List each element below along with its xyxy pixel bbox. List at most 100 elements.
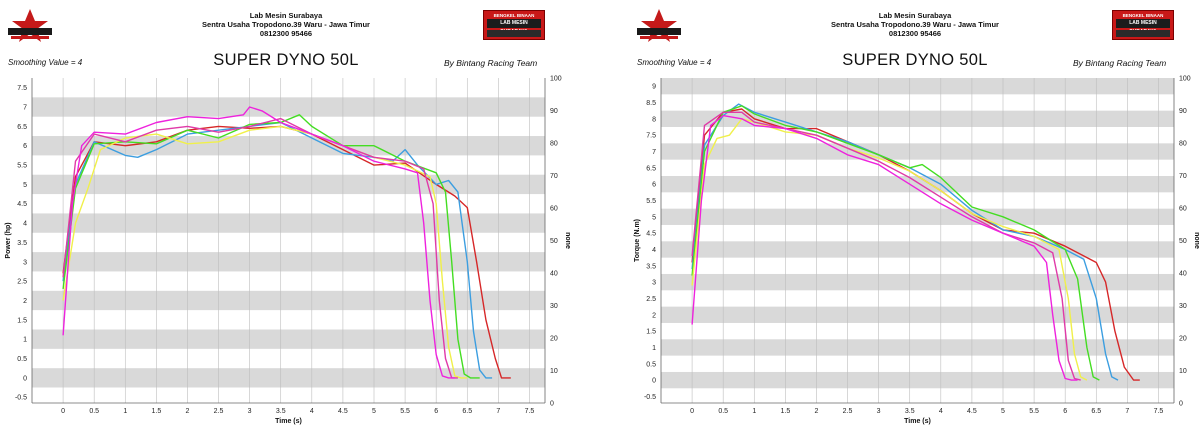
y2-tick-label: 90: [550, 108, 558, 115]
y-tick-label: -0.5: [644, 394, 656, 401]
grid-band: [661, 241, 1174, 258]
y-tick-label: 0.5: [17, 356, 27, 363]
torque-chart: 0 0.5 1 1.5 2 2.5 3 3.5 4 4.5 5 5.5 6 6.5 7 7.5 -0.5 0 0.5…: [634, 76, 1200, 426]
y-tick-label: 0: [23, 375, 27, 382]
badge-line-2: LAB MESIN SURABAYA: [487, 19, 541, 35]
x-tick-label: 0.5: [89, 408, 99, 415]
x-tick-label: 4: [310, 408, 314, 415]
y-tick-label: 8: [652, 116, 656, 123]
smoothing-value: Smoothing Value = 4: [8, 58, 83, 67]
x-tick-label: 6.5: [1091, 408, 1101, 415]
y-tick-label: 6.5: [17, 124, 27, 131]
y-tick-label: 5: [23, 182, 27, 189]
y-tick-label: 3.5: [646, 263, 656, 270]
y-tick-label: 3: [652, 280, 656, 287]
y-tick-label: 7.5: [17, 85, 27, 92]
byline: By Bintang Racing Team: [444, 58, 538, 68]
badge-contact-strip: [487, 30, 541, 37]
y2-tick-label: 20: [1179, 336, 1187, 343]
y-tick-label: 7: [652, 149, 656, 156]
y-tick-label: 6.5: [646, 165, 656, 172]
y2-tick-label: 60: [550, 206, 558, 213]
grid-band: [32, 174, 545, 195]
y2-tick-label: 100: [550, 76, 562, 83]
dyno-panel-torque: Lab Mesin Surabaya Sentra Usaha Tropodon…: [629, 0, 1201, 430]
grid-band: [661, 273, 1174, 291]
x-axis-label: Time (s): [904, 418, 931, 425]
y-tick-label: 3: [23, 259, 27, 266]
x-tick-label: 6: [434, 408, 438, 415]
y2-tick-label: 0: [550, 401, 554, 408]
x-tick-label: 5.5: [400, 408, 410, 415]
header-line-2: Sentra Usaha Tropodono.39 Waru - Jawa Ti…: [831, 20, 999, 29]
y-tick-label: 1: [23, 337, 27, 344]
y-tick-label: 5.5: [17, 163, 27, 170]
x-tick-label: 0: [61, 408, 65, 415]
x-tick-label: 0: [690, 408, 694, 415]
x-tick-label: 7: [496, 408, 500, 415]
y-tick-label: 2.5: [646, 296, 656, 303]
x-tick-label: 2.5: [843, 408, 853, 415]
x-tick-label: 4: [939, 408, 943, 415]
x-tick-label: 1: [123, 408, 127, 415]
y-tick-label: 1: [652, 345, 656, 352]
y-tick-label: 0: [652, 378, 656, 385]
series-line-6: [691, 114, 1078, 381]
x-tick-label: 7: [1125, 408, 1129, 415]
badge-line-2: LAB MESIN SURABAYA: [1116, 19, 1170, 35]
y2-tick-label: 70: [1179, 173, 1187, 180]
y-tick-label: 4: [652, 247, 656, 254]
header-line-1: Lab Mesin Surabaya: [878, 11, 952, 20]
series-line-4: [691, 118, 1088, 381]
y-tick-label: 6: [23, 143, 27, 150]
byline: By Bintang Racing Team: [1073, 58, 1167, 68]
series-line-3: [691, 105, 1100, 381]
x-tick-label: 3: [248, 408, 252, 415]
x-tick-label: 5.5: [1029, 408, 1039, 415]
y-tick-label: 4.5: [17, 201, 27, 208]
x-tick-label: 6.5: [462, 408, 472, 415]
y-tick-label: 5: [652, 214, 656, 221]
workshop-badge: BENGKEL BINAAN LAB MESIN SURABAYA: [1112, 10, 1174, 40]
y-tick-label: -0.5: [15, 395, 27, 402]
x-tick-label: 2: [815, 408, 819, 415]
x-tick-label: 1.5: [780, 408, 790, 415]
y-tick-label: 8.5: [646, 100, 656, 107]
y2-tick-label: 10: [1179, 368, 1187, 375]
y-axis-label: Torque (N.m): [634, 219, 641, 262]
y-axis-label: Power (hp): [5, 222, 12, 258]
series-line-1: [62, 125, 511, 379]
badge-contact-strip: [1116, 30, 1170, 37]
y2-tick-label: 10: [550, 368, 558, 375]
y-tick-label: 4.5: [646, 231, 656, 238]
series-line-5: [691, 111, 1081, 381]
grid-band: [32, 252, 545, 272]
x-axis-label: Time (s): [275, 418, 302, 425]
y-tick-label: 7: [23, 105, 27, 112]
badge-line-1: BENGKEL BINAAN: [493, 13, 535, 18]
grid-band: [661, 371, 1174, 389]
y2-tick-label: 50: [550, 238, 558, 245]
chart-title: SUPER DYNO 50L: [213, 51, 359, 69]
x-tick-label: 1: [752, 408, 756, 415]
y-tick-label: 6: [652, 182, 656, 189]
y-tick-label: 2.5: [17, 279, 27, 286]
grid-band: [661, 208, 1174, 225]
header-line-3: 0812300 95466: [888, 29, 942, 38]
y2-tick-label: 60: [1179, 206, 1187, 213]
grid-band: [32, 368, 545, 388]
grid-band: [661, 78, 1174, 95]
power-chart: 0 0.5 1 1.5 2 2.5 3 3.5 4 4.5 5 5.5 6 6.5 7 7.5 -0.5 0 0.5…: [5, 76, 571, 426]
x-tick-label: 4.5: [967, 408, 977, 415]
x-tick-label: 3: [877, 408, 881, 415]
bintang-racing-logo: [8, 9, 52, 42]
grid-band: [661, 175, 1174, 193]
y-tick-label: 4: [23, 221, 27, 228]
x-tick-label: 4.5: [338, 408, 348, 415]
smoothing-value: Smoothing Value = 4: [637, 58, 712, 67]
x-tick-label: 3.5: [276, 408, 286, 415]
y2-tick-label: 70: [550, 173, 558, 180]
y-tick-label: 2: [23, 298, 27, 305]
y-tick-label: 9: [652, 84, 656, 91]
y2-axis-label: none: [1193, 232, 1200, 249]
